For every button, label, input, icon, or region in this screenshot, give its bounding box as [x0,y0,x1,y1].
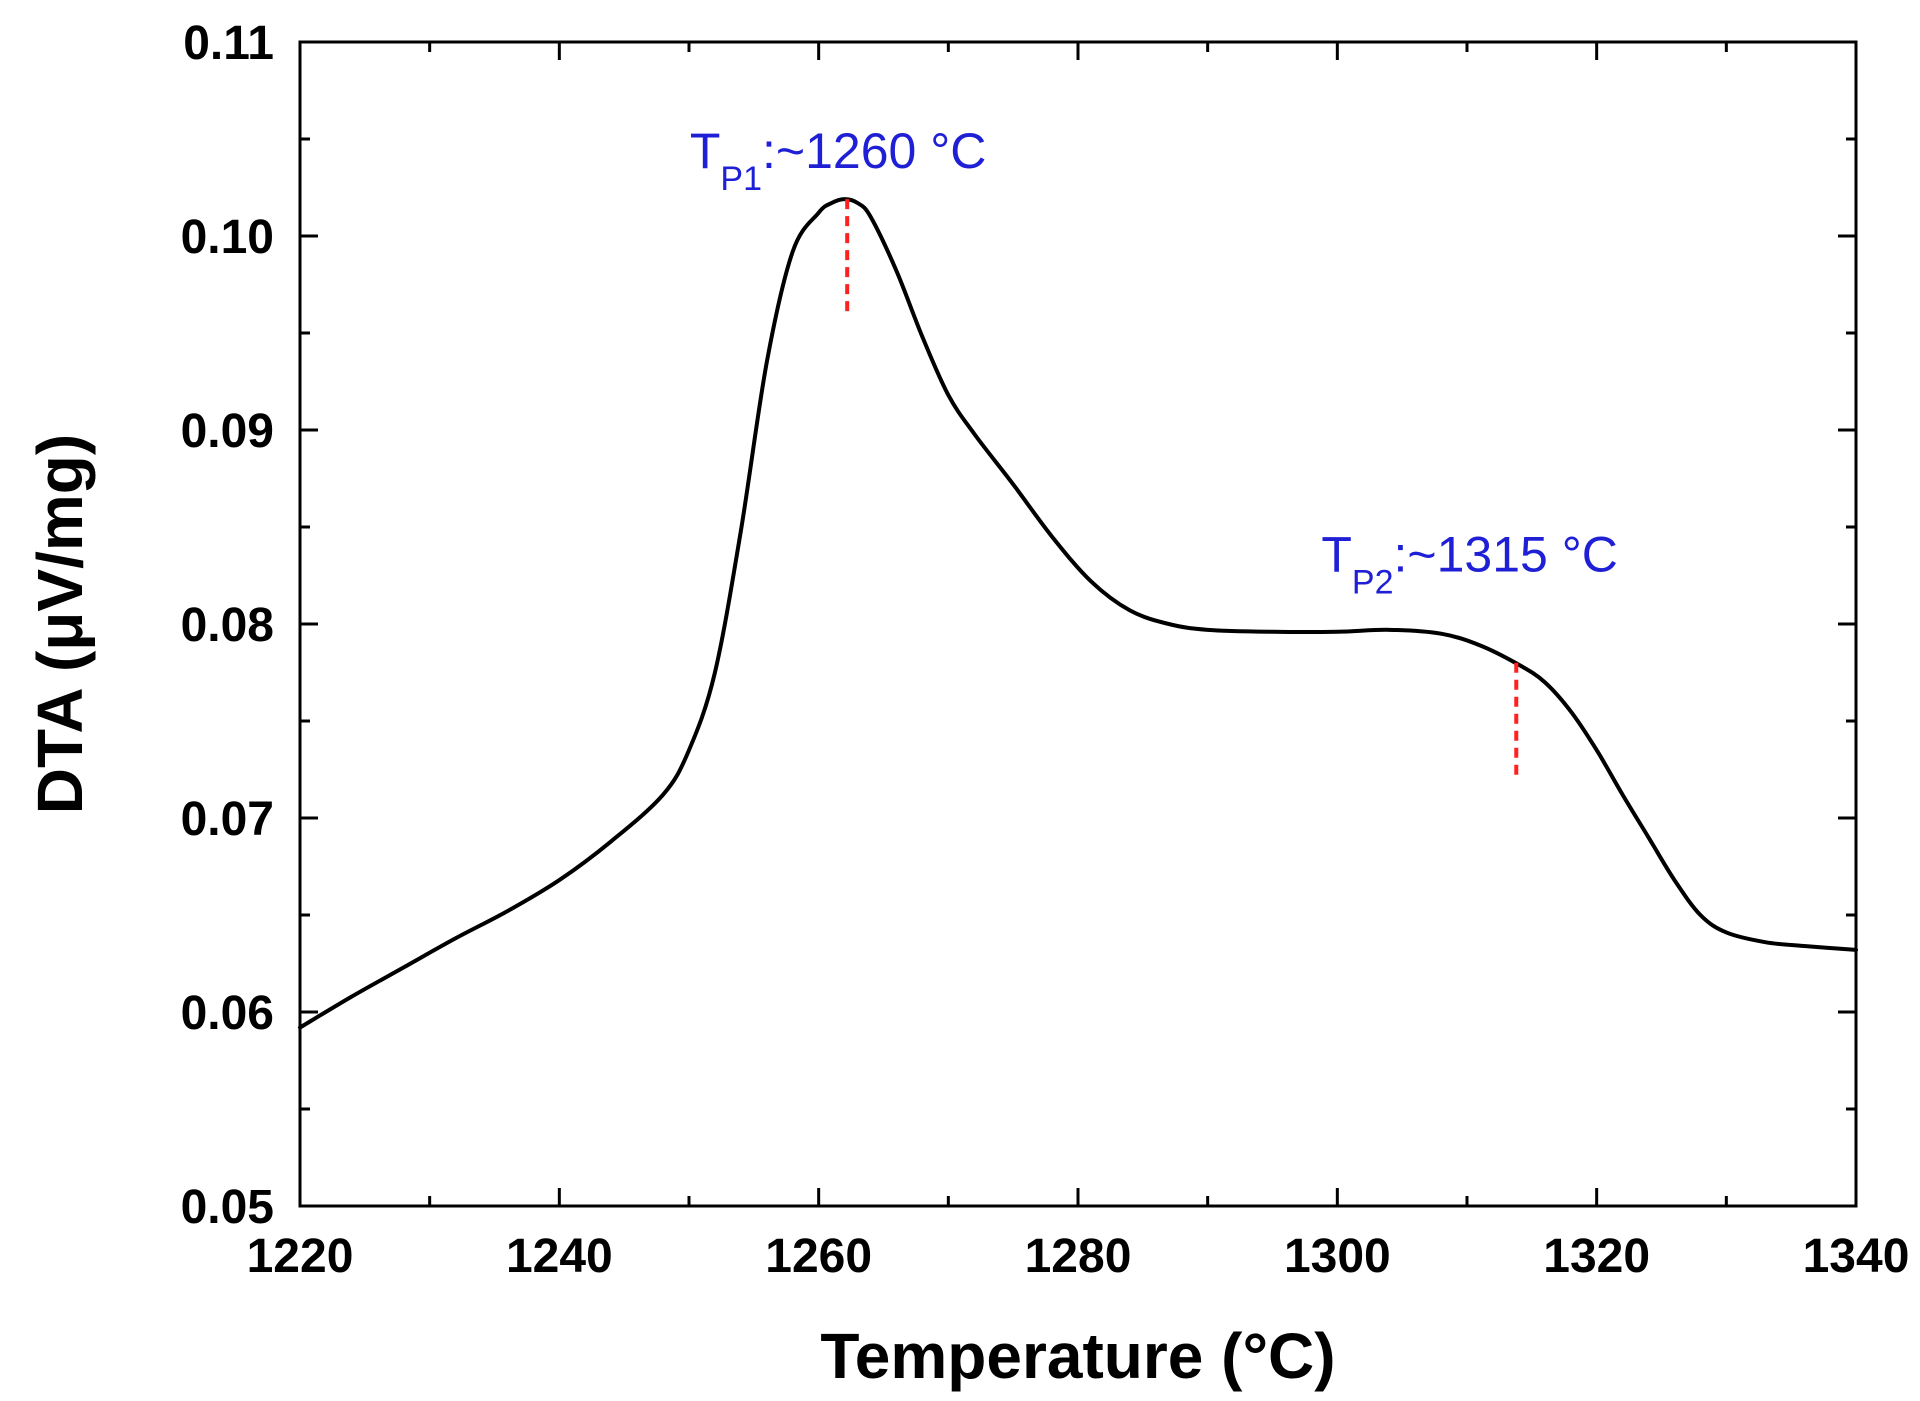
x-tick-label: 1280 [1025,1230,1132,1283]
y-axis-title: DTA (μV/mg) [24,434,96,814]
y-tick-label: 0.07 [181,793,274,846]
x-tick-label: 1260 [765,1230,872,1283]
x-tick-label: 1340 [1803,1230,1910,1283]
plot-frame [298,40,1858,1208]
y-tick-label: 0.09 [181,405,274,458]
y-tick-label: 0.10 [181,211,274,264]
series-line-dta [298,197,1858,1030]
peak-1-label: TP1:~1260 °C [690,123,986,198]
y-tick-label: 0.08 [181,599,274,652]
peak-2-label: TP2:~1315 °C [1321,527,1617,602]
y-tick-label: 0.06 [181,987,274,1040]
x-tick-label: 1220 [247,1230,354,1283]
x-tick-label: 1240 [506,1230,613,1283]
ticks-layer: 1220 1240 1260 1280 1300 1320 1340 0.05 0.06 0.07… [181,17,1910,1283]
y-tick-label: 0.05 [181,1181,274,1234]
annotation-layer: TP1:~1260 °C TP2:~1315 °C [690,123,1618,780]
x-tick-label: 1300 [1284,1230,1391,1283]
x-axis-title: Temperature (°C) [820,1320,1335,1392]
series-layer [298,197,1858,1030]
y-tick-label: 0.11 [183,17,274,70]
x-tick-label: 1320 [1543,1230,1650,1283]
